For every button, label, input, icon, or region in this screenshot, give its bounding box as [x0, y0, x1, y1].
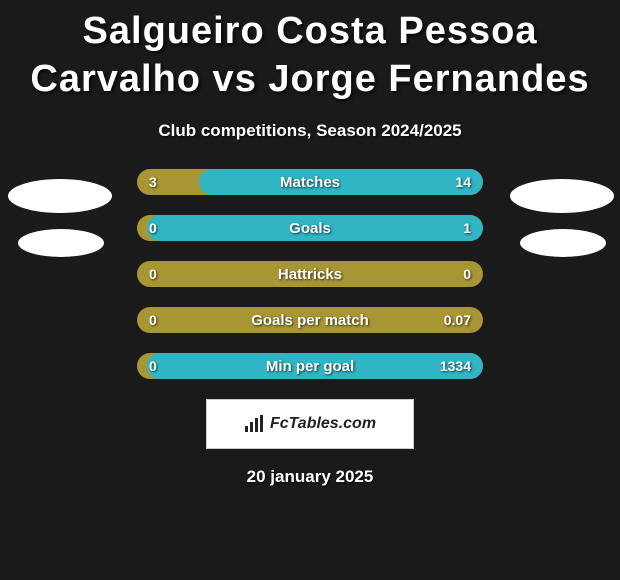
bars-icon — [244, 415, 264, 433]
stat-left-value: 0 — [149, 215, 157, 241]
stat-right-value: 1 — [463, 215, 471, 241]
stat-left-value: 0 — [149, 261, 157, 287]
date-label: 20 january 2025 — [0, 467, 620, 487]
stat-right-value: 0.07 — [444, 307, 471, 333]
player-right-avatar-2 — [520, 229, 606, 257]
bars-container: 3Matches140Goals10Hattricks00Goals per m… — [137, 169, 483, 379]
player-left-avatar-1 — [8, 179, 112, 213]
stat-bar-fill — [199, 169, 483, 195]
stat-bar: 0Goals per match0.07 — [137, 307, 483, 333]
stat-left-value: 3 — [149, 169, 157, 195]
logo-text: FcTables.com — [270, 415, 376, 433]
stat-label: Goals per match — [137, 307, 483, 333]
stat-bar: 3Matches14 — [137, 169, 483, 195]
player-right-avatar-1 — [510, 179, 614, 213]
stat-label: Hattricks — [137, 261, 483, 287]
subtitle: Club competitions, Season 2024/2025 — [0, 121, 620, 141]
page-title: Salgueiro Costa Pessoa Carvalho vs Jorge… — [0, 0, 620, 103]
stat-bar: 0Hattricks0 — [137, 261, 483, 287]
player-left-avatar-2 — [18, 229, 104, 257]
comparison-chart: 3Matches140Goals10Hattricks00Goals per m… — [0, 169, 620, 379]
stat-bar-fill — [147, 353, 483, 379]
stat-bar-fill — [147, 215, 483, 241]
stat-right-value: 0 — [463, 261, 471, 287]
fctables-logo: FcTables.com — [206, 399, 414, 449]
stat-left-value: 0 — [149, 353, 157, 379]
stat-bar: 0Goals1 — [137, 215, 483, 241]
stat-bar: 0Min per goal1334 — [137, 353, 483, 379]
stat-right-value: 14 — [455, 169, 471, 195]
stat-left-value: 0 — [149, 307, 157, 333]
stat-right-value: 1334 — [440, 353, 471, 379]
